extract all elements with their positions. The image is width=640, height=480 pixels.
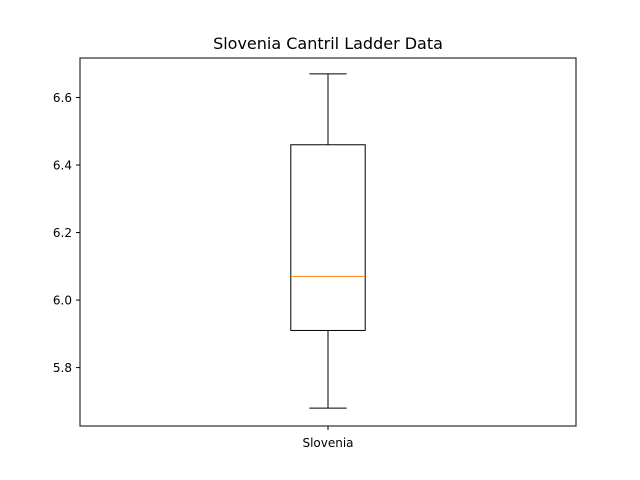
y-tick-label: 6.2 bbox=[53, 226, 72, 240]
y-tick-label: 5.8 bbox=[53, 361, 72, 375]
y-tick-label: 6.4 bbox=[53, 159, 72, 173]
plot-area-frame bbox=[79, 57, 577, 427]
chart-title: Slovenia Cantril Ladder Data bbox=[213, 34, 443, 53]
y-tick-label: 6.6 bbox=[53, 91, 72, 105]
iqr-box bbox=[290, 144, 366, 331]
x-tick-label: Slovenia bbox=[302, 436, 353, 450]
y-tick-label: 6.0 bbox=[53, 294, 72, 308]
